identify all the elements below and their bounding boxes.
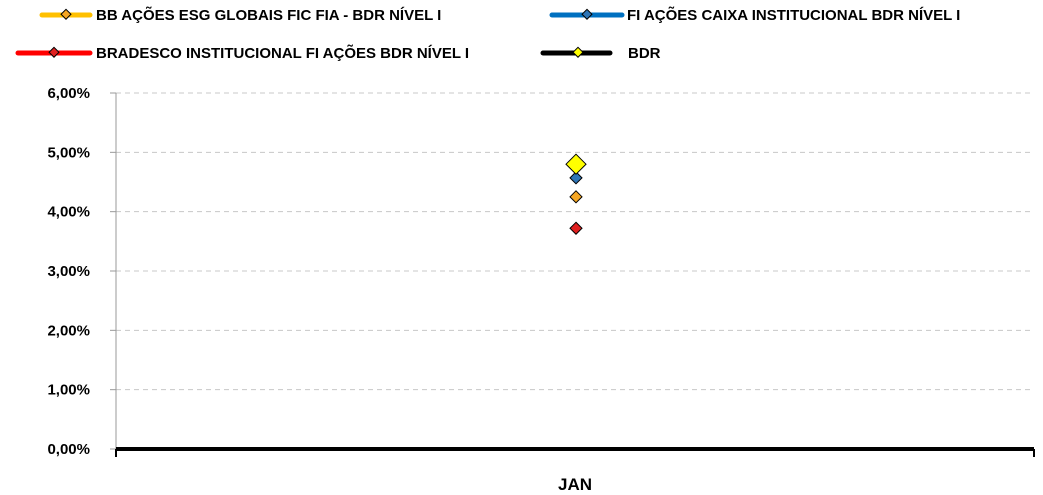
y-tick-label: 1,00% bbox=[47, 382, 90, 399]
legend-label-bdr: BDR bbox=[628, 45, 661, 62]
legend-marker-caixa bbox=[581, 8, 593, 20]
legend-item-bdr: BDR bbox=[540, 45, 661, 62]
legend: BB AÇÕES ESG GLOBAIS FIC FIA - BDR NÍVEL… bbox=[15, 6, 960, 62]
y-tick-label: 4,00% bbox=[47, 204, 90, 221]
y-axis-ticks: 0,00% 1,00% 2,00% 3,00% 4,00% 5,00% 6,00% bbox=[47, 85, 116, 458]
gridlines bbox=[116, 92, 1034, 391]
legend-item-bb-esg: BB AÇÕES ESG GLOBAIS FIC FIA - BDR NÍVEL… bbox=[39, 6, 441, 24]
legend-item-bradesco: BRADESCO INSTITUCIONAL FI AÇÕES BDR NÍVE… bbox=[15, 44, 469, 62]
data-point bbox=[569, 190, 583, 204]
data-point bbox=[569, 221, 583, 235]
legend-label-bradesco: BRADESCO INSTITUCIONAL FI AÇÕES BDR NÍVE… bbox=[96, 44, 469, 62]
x-axis-categories: JAN bbox=[558, 475, 592, 494]
x-category-label: JAN bbox=[558, 475, 592, 494]
y-tick-label: 5,00% bbox=[47, 144, 90, 161]
legend-item-caixa: FI AÇÕES CAIXA INSTITUCIONAL BDR NÍVEL I bbox=[549, 6, 960, 24]
legend-marker-bdr bbox=[572, 46, 584, 58]
y-tick-label: 3,00% bbox=[47, 263, 90, 280]
data-point bbox=[569, 171, 583, 185]
legend-label-bb-esg: BB AÇÕES ESG GLOBAIS FIC FIA - BDR NÍVEL… bbox=[96, 6, 441, 24]
legend-marker-bradesco bbox=[48, 46, 60, 58]
y-tick-label: 6,00% bbox=[47, 85, 90, 102]
legend-label-caixa: FI AÇÕES CAIXA INSTITUCIONAL BDR NÍVEL I bbox=[627, 6, 960, 24]
y-tick-label: 0,00% bbox=[47, 441, 90, 458]
y-tick-label: 2,00% bbox=[47, 322, 90, 339]
legend-marker-bb-esg bbox=[60, 8, 72, 20]
data-point bbox=[565, 153, 587, 175]
data-points bbox=[565, 153, 587, 235]
